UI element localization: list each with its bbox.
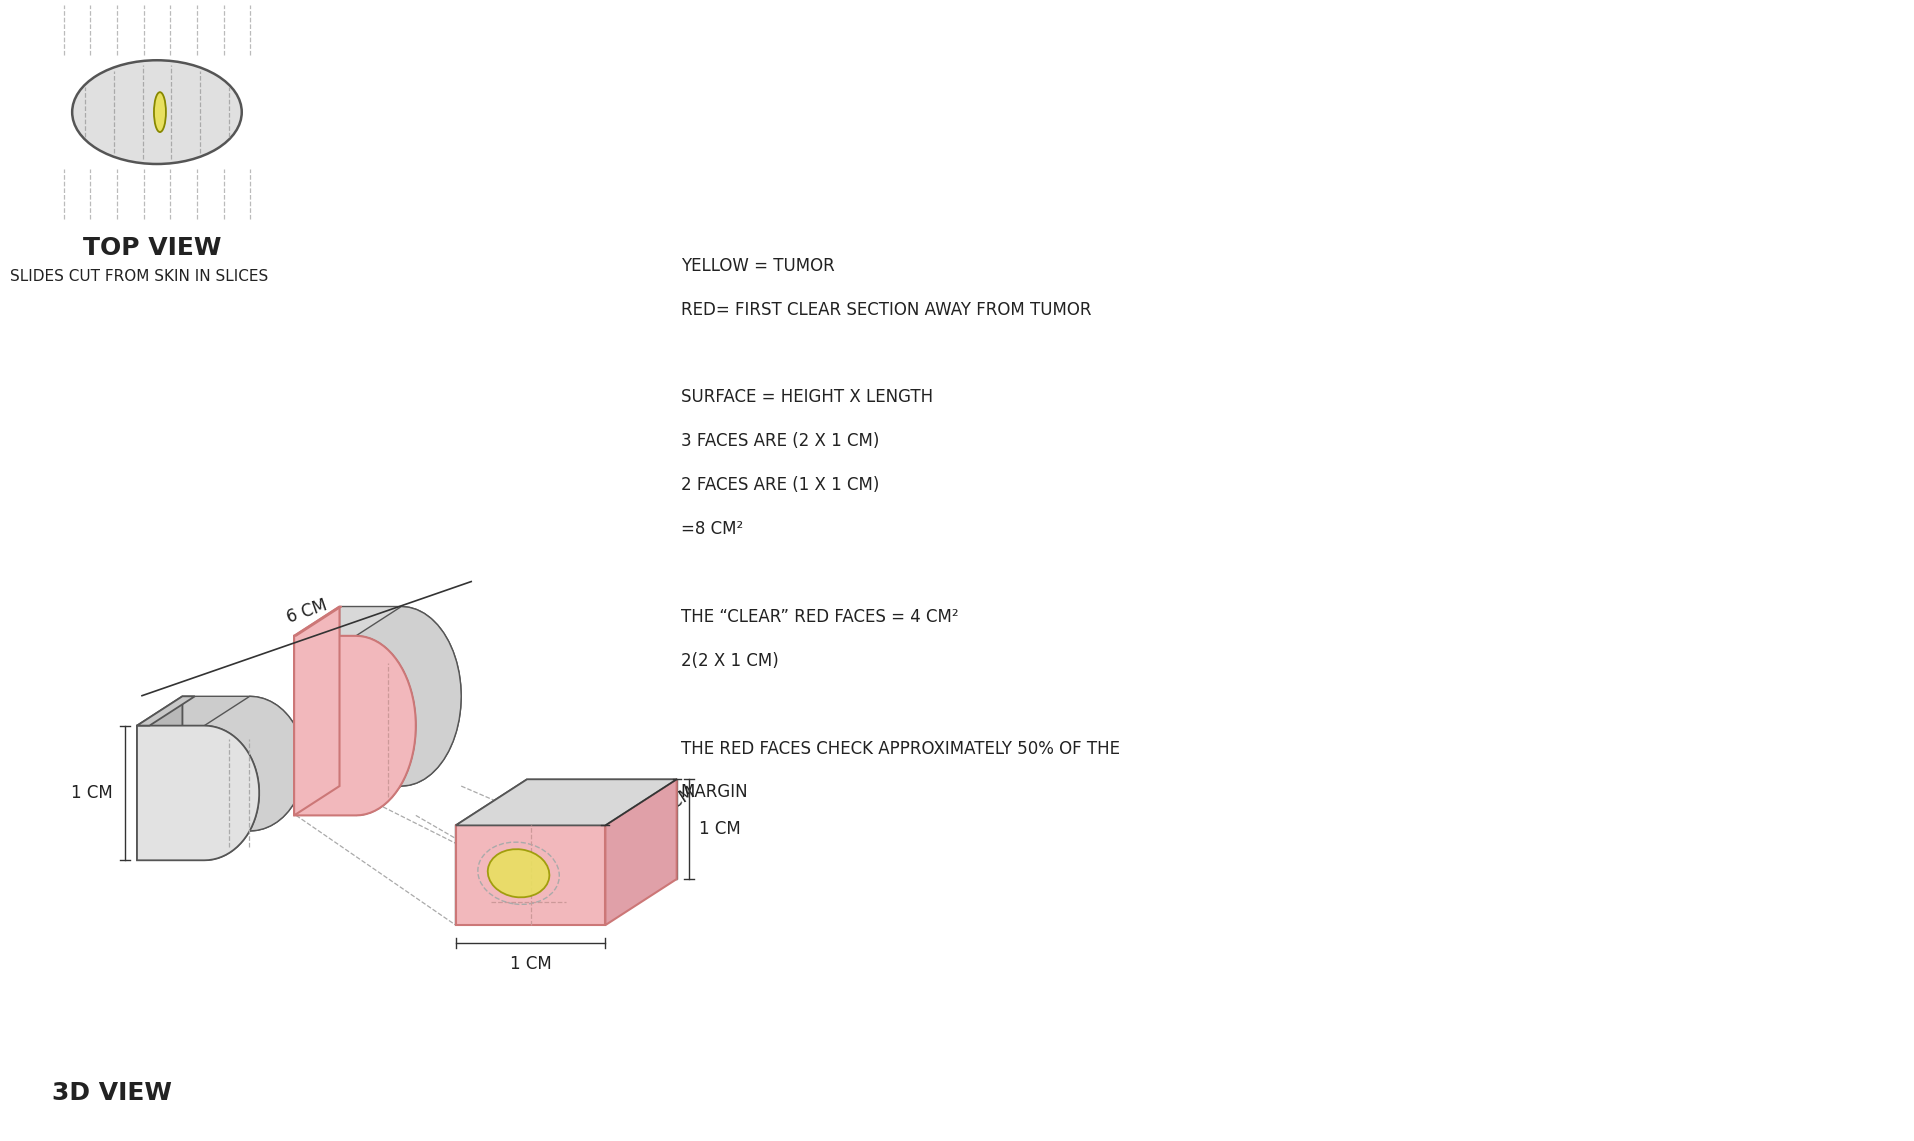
Text: 6 CM: 6 CM: [283, 596, 329, 626]
Polygon shape: [138, 696, 195, 726]
Text: SURFACE = HEIGHT X LENGTH: SURFACE = HEIGHT X LENGTH: [679, 388, 932, 406]
Text: THE “CLEAR” RED FACES = 4 CM²: THE “CLEAR” RED FACES = 4 CM²: [679, 608, 957, 626]
Polygon shape: [605, 779, 676, 925]
Text: MARGIN: MARGIN: [679, 784, 748, 801]
Polygon shape: [295, 607, 339, 816]
Text: 2 CM: 2 CM: [653, 784, 697, 822]
Polygon shape: [456, 825, 605, 925]
Polygon shape: [205, 696, 304, 860]
Text: 2(2 X 1 CM): 2(2 X 1 CM): [679, 652, 777, 670]
Text: 2 FACES ARE (1 X 1 CM): 2 FACES ARE (1 X 1 CM): [679, 476, 879, 494]
Text: 1 CM: 1 CM: [71, 784, 113, 802]
Text: SLIDES CUT FROM SKIN IN SLICES: SLIDES CUT FROM SKIN IN SLICES: [10, 269, 268, 284]
Polygon shape: [295, 607, 341, 636]
Text: THE RED FACES CHECK APPROXIMATELY 50% OF THE: THE RED FACES CHECK APPROXIMATELY 50% OF…: [679, 739, 1120, 758]
Text: 1 CM: 1 CM: [509, 955, 551, 973]
Text: 1 CM: 1 CM: [699, 820, 741, 839]
Text: TOP VIEW: TOP VIEW: [82, 236, 222, 260]
Polygon shape: [138, 726, 258, 860]
Text: YELLOW = TUMOR: YELLOW = TUMOR: [679, 257, 835, 275]
Polygon shape: [456, 779, 526, 925]
Polygon shape: [138, 696, 182, 860]
Text: =8 CM²: =8 CM²: [679, 520, 743, 539]
Polygon shape: [182, 696, 304, 831]
Ellipse shape: [488, 849, 549, 897]
Polygon shape: [339, 607, 461, 786]
Polygon shape: [295, 636, 415, 816]
Polygon shape: [356, 607, 461, 816]
Polygon shape: [456, 779, 676, 825]
Polygon shape: [526, 779, 676, 879]
Text: 3 FACES ARE (2 X 1 CM): 3 FACES ARE (2 X 1 CM): [679, 432, 879, 451]
Text: 3D VIEW: 3D VIEW: [52, 1081, 172, 1104]
Ellipse shape: [73, 60, 241, 164]
Text: RED= FIRST CLEAR SECTION AWAY FROM TUMOR: RED= FIRST CLEAR SECTION AWAY FROM TUMOR: [679, 301, 1091, 318]
Ellipse shape: [153, 92, 167, 132]
